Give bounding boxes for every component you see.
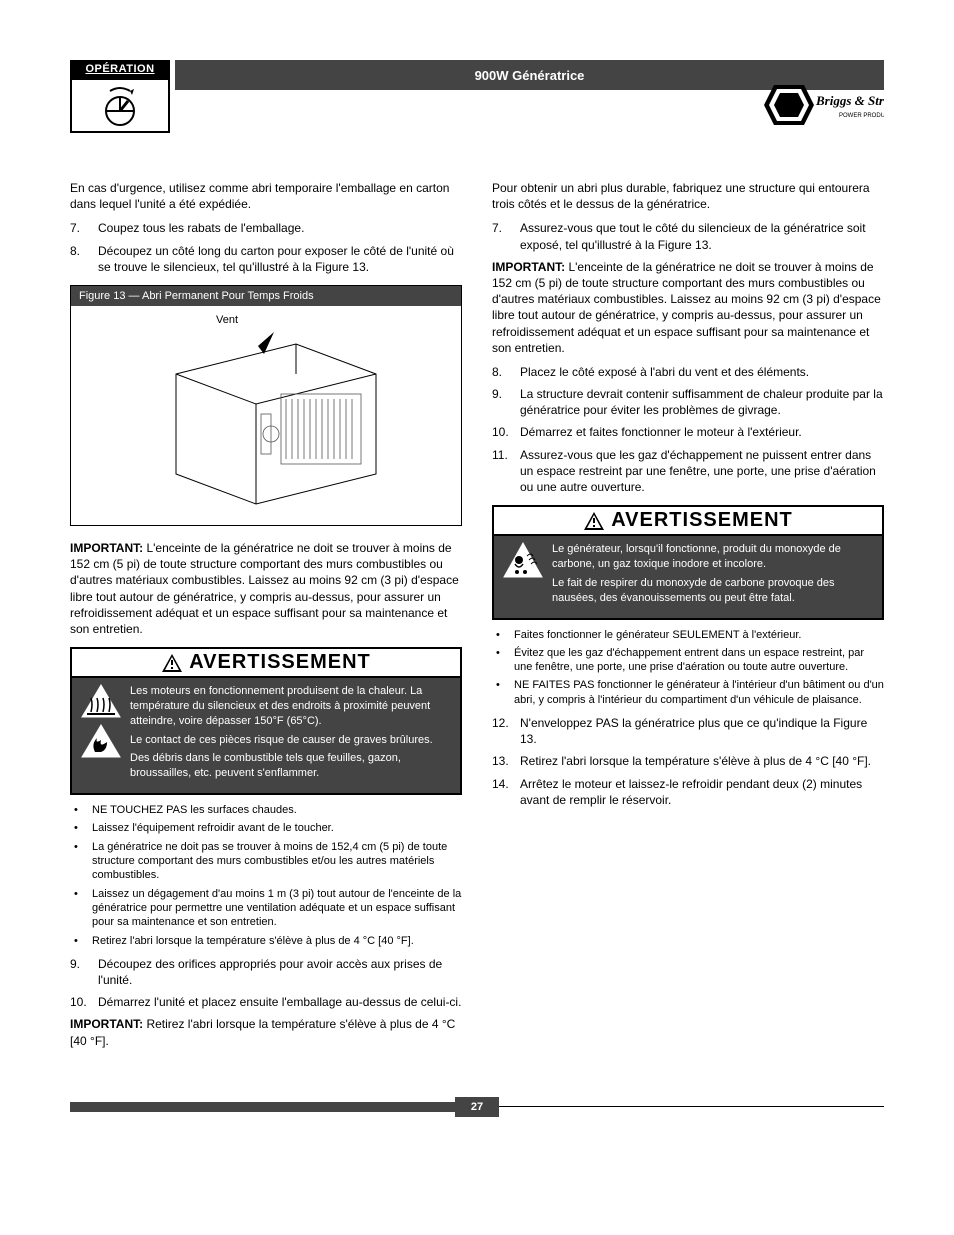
vent-label: Vent [216, 314, 238, 326]
toxic-fumes-icon [503, 542, 543, 580]
warning-icons [80, 684, 122, 785]
right-steps-b: 8.Placez le côté exposé à l'abri du vent… [492, 364, 884, 495]
list-item: 7.Assurez-vous que tout le côté du silen… [492, 220, 884, 252]
page-number: 27 [455, 1097, 499, 1117]
right-warning-box: AVERTISSEMENT Le géné [492, 505, 884, 619]
list-item: 7.Coupez tous les rabats de l'emballage. [70, 220, 462, 236]
list-item: NE TOUCHEZ PAS les surfaces chaudes. [70, 803, 462, 817]
list-item: NE FAITES PAS fonctionner le générateur … [492, 678, 884, 707]
warning-triangle-icon [161, 653, 183, 673]
list-item: 8.Découpez un côté long du carton pour e… [70, 243, 462, 275]
list-item: Laissez un dégagement d'au moins 1 m (3 … [70, 887, 462, 930]
list-item: 9.La structure devrait contenir suffisam… [492, 386, 884, 418]
list-item: La génératrice ne doit pas se trouver à … [70, 840, 462, 883]
right-intro: Pour obtenir un abri plus durable, fabri… [492, 180, 884, 212]
shelter-diagram-icon [116, 314, 416, 514]
footer-rule-left [70, 1102, 455, 1112]
page: OPÉRATION 900W Génératrice Briggs [0, 0, 954, 1157]
right-column: Pour obtenir un abri plus durable, fabri… [492, 180, 884, 1057]
warning-title: AVERTISSEMENT [611, 509, 793, 532]
right-steps-c: 12.N'enveloppez PAS la génératrice plus … [492, 715, 884, 808]
warning-triangle-icon [583, 511, 605, 531]
document-title: 900W Génératrice [475, 68, 585, 83]
left-warning-box: AVERTISSEMENT [70, 647, 462, 795]
list-item: Évitez que les gaz d'échappement entrent… [492, 646, 884, 675]
list-item: 14.Arrêtez le moteur et laissez-le refro… [492, 776, 884, 808]
list-item: 8.Placez le côté exposé à l'abri du vent… [492, 364, 884, 380]
figure-body: Vent [71, 306, 461, 525]
footer-rule-right [499, 1106, 884, 1107]
hot-surface-icon [81, 684, 121, 718]
right-steps-a: 7.Assurez-vous que tout le côté du silen… [492, 220, 884, 252]
left-warning-bullets: NE TOUCHEZ PAS les surfaces chaudes. Lai… [70, 803, 462, 948]
left-important-1: IMPORTANT: L'enceinte de la génératrice … [70, 540, 462, 637]
warning-text: Le générateur, lorsqu'il fonctionne, pro… [552, 542, 874, 609]
svg-text:Briggs & Stratton: Briggs & Stratton [815, 93, 884, 108]
operation-badge-icon [70, 78, 170, 133]
left-steps-a: 7.Coupez tous les rabats de l'emballage.… [70, 220, 462, 275]
list-item: Retirez l'abri lorsque la température s'… [70, 934, 462, 948]
right-important-1: IMPORTANT: L'enceinte de la génératrice … [492, 259, 884, 356]
figure-13: Figure 13 — Abri Permanent Pour Temps Fr… [70, 285, 462, 526]
brand-logo: Briggs & Stratton POWER PRODUCTS [744, 75, 884, 138]
warning-icons [502, 542, 544, 609]
warning-body: Le générateur, lorsqu'il fonctionne, pro… [494, 536, 882, 617]
left-intro: En cas d'urgence, utilisez comme abri te… [70, 180, 462, 212]
right-warning-bullets: Faites fonctionner le générateur SEULEME… [492, 628, 884, 707]
list-item: 10.Démarrez et faites fonctionner le mot… [492, 424, 884, 440]
operation-badge: OPÉRATION [70, 60, 170, 133]
content-columns: En cas d'urgence, utilisez comme abri te… [70, 180, 884, 1057]
warning-header: AVERTISSEMENT [72, 649, 460, 678]
list-item: 11.Assurez-vous que les gaz d'échappemen… [492, 447, 884, 496]
left-column: En cas d'urgence, utilisez comme abri te… [70, 180, 462, 1057]
list-item: Laissez l'équipement refroidir avant de … [70, 821, 462, 835]
list-item: 10.Démarrez l'unité et placez ensuite l'… [70, 994, 462, 1010]
warning-body: Les moteurs en fonctionnement produisent… [72, 678, 460, 793]
figure-title: Figure 13 — Abri Permanent Pour Temps Fr… [71, 286, 461, 306]
warning-title: AVERTISSEMENT [189, 651, 371, 674]
fire-icon [81, 724, 121, 758]
list-item: 12.N'enveloppez PAS la génératrice plus … [492, 715, 884, 747]
operation-badge-label: OPÉRATION [70, 60, 170, 78]
page-footer: 27 [70, 1097, 884, 1117]
list-item: 13.Retirez l'abri lorsque la température… [492, 753, 884, 769]
svg-text:POWER PRODUCTS: POWER PRODUCTS [839, 113, 884, 119]
warning-text: Les moteurs en fonctionnement produisent… [130, 684, 452, 785]
list-item: Faites fonctionner le générateur SEULEME… [492, 628, 884, 642]
left-important-2: IMPORTANT: Retirez l'abri lorsque la tem… [70, 1016, 462, 1048]
list-item: 9.Découpez des orifices appropriés pour … [70, 956, 462, 988]
page-header: OPÉRATION 900W Génératrice Briggs [70, 60, 884, 150]
left-steps-b: 9.Découpez des orifices appropriés pour … [70, 956, 462, 1011]
warning-header: AVERTISSEMENT [494, 507, 882, 536]
